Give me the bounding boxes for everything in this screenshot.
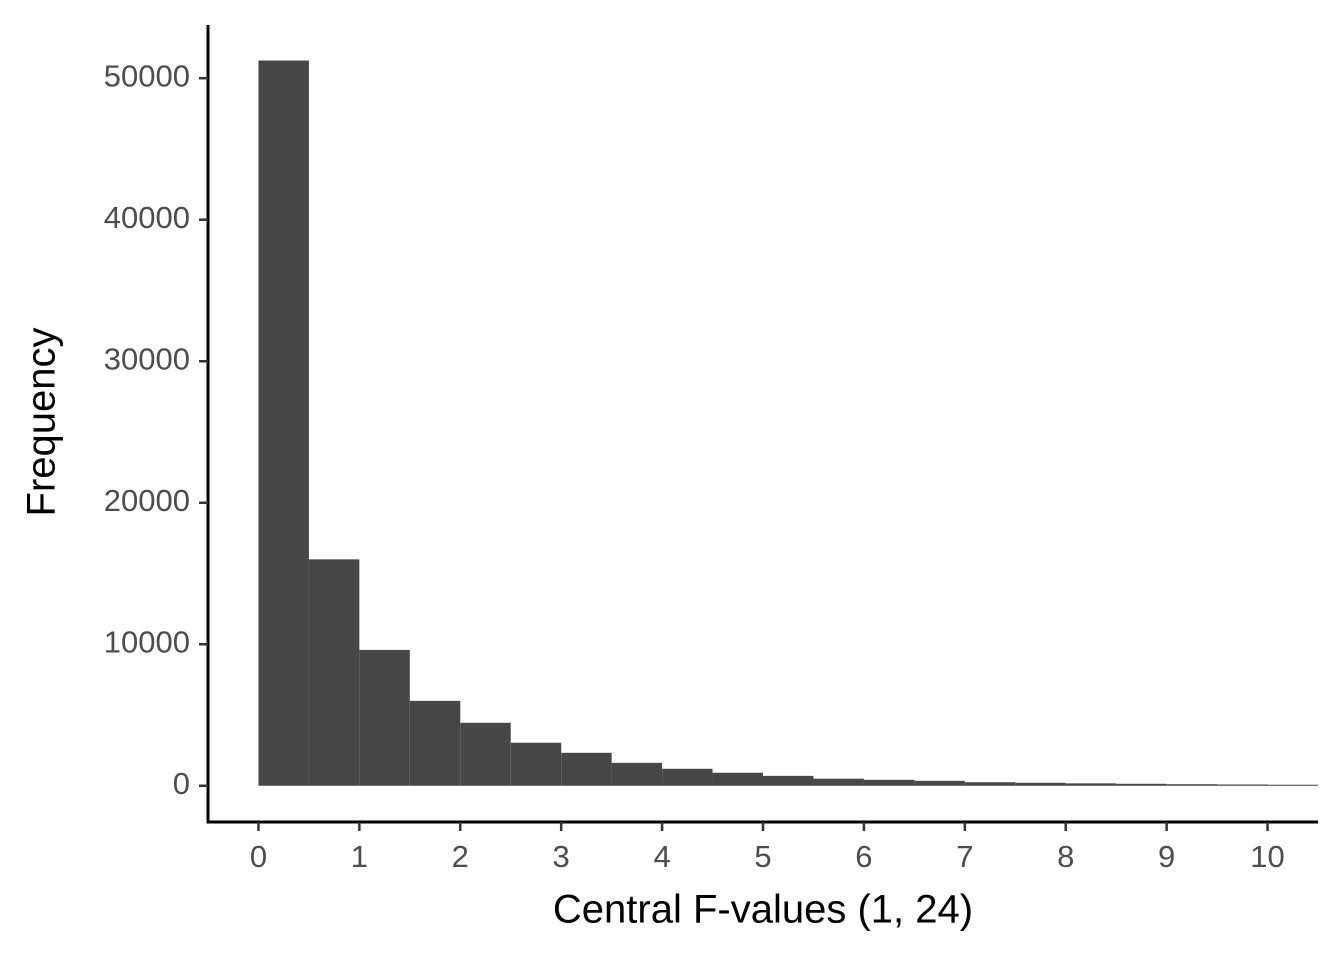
bar (863, 779, 915, 786)
x-axis-title: Central F-values (1, 24) (553, 888, 973, 932)
bar (1166, 784, 1218, 786)
bar (813, 778, 864, 786)
x-tick-label: 0 (250, 839, 267, 874)
bar (1065, 783, 1117, 786)
bar (611, 762, 663, 786)
bar (914, 780, 965, 786)
bar (1267, 784, 1318, 786)
bar (460, 722, 511, 786)
x-tick-label: 1 (351, 839, 368, 874)
x-tick-label: 7 (956, 839, 973, 874)
x-tick-label: 3 (553, 839, 570, 874)
y-tick-label: 40000 (104, 200, 190, 235)
bar (1217, 784, 1268, 786)
y-tick-label: 0 (173, 766, 190, 801)
y-tick-label: 10000 (104, 624, 190, 659)
bar (763, 775, 814, 786)
y-tick-label: 20000 (104, 483, 190, 518)
bar (712, 772, 763, 786)
bar (561, 752, 612, 786)
y-tick-label: 30000 (104, 341, 190, 376)
bar (964, 782, 1016, 786)
bar (258, 60, 309, 786)
y-tick-label: 50000 (104, 58, 190, 93)
x-tick-label: 10 (1250, 839, 1284, 874)
bar (510, 742, 562, 786)
bar (1015, 782, 1066, 786)
x-tick-label: 9 (1158, 839, 1175, 874)
x-tick-label: 8 (1057, 839, 1074, 874)
bar (409, 700, 461, 786)
bar (308, 559, 360, 786)
bar (1116, 783, 1167, 786)
bar (662, 768, 713, 786)
x-tick-label: 4 (653, 839, 670, 874)
x-tick-label: 2 (452, 839, 469, 874)
bar (359, 649, 410, 786)
x-tick-label: 6 (855, 839, 872, 874)
y-axis-title: Frequency (20, 328, 64, 517)
x-tick-label: 5 (754, 839, 771, 874)
